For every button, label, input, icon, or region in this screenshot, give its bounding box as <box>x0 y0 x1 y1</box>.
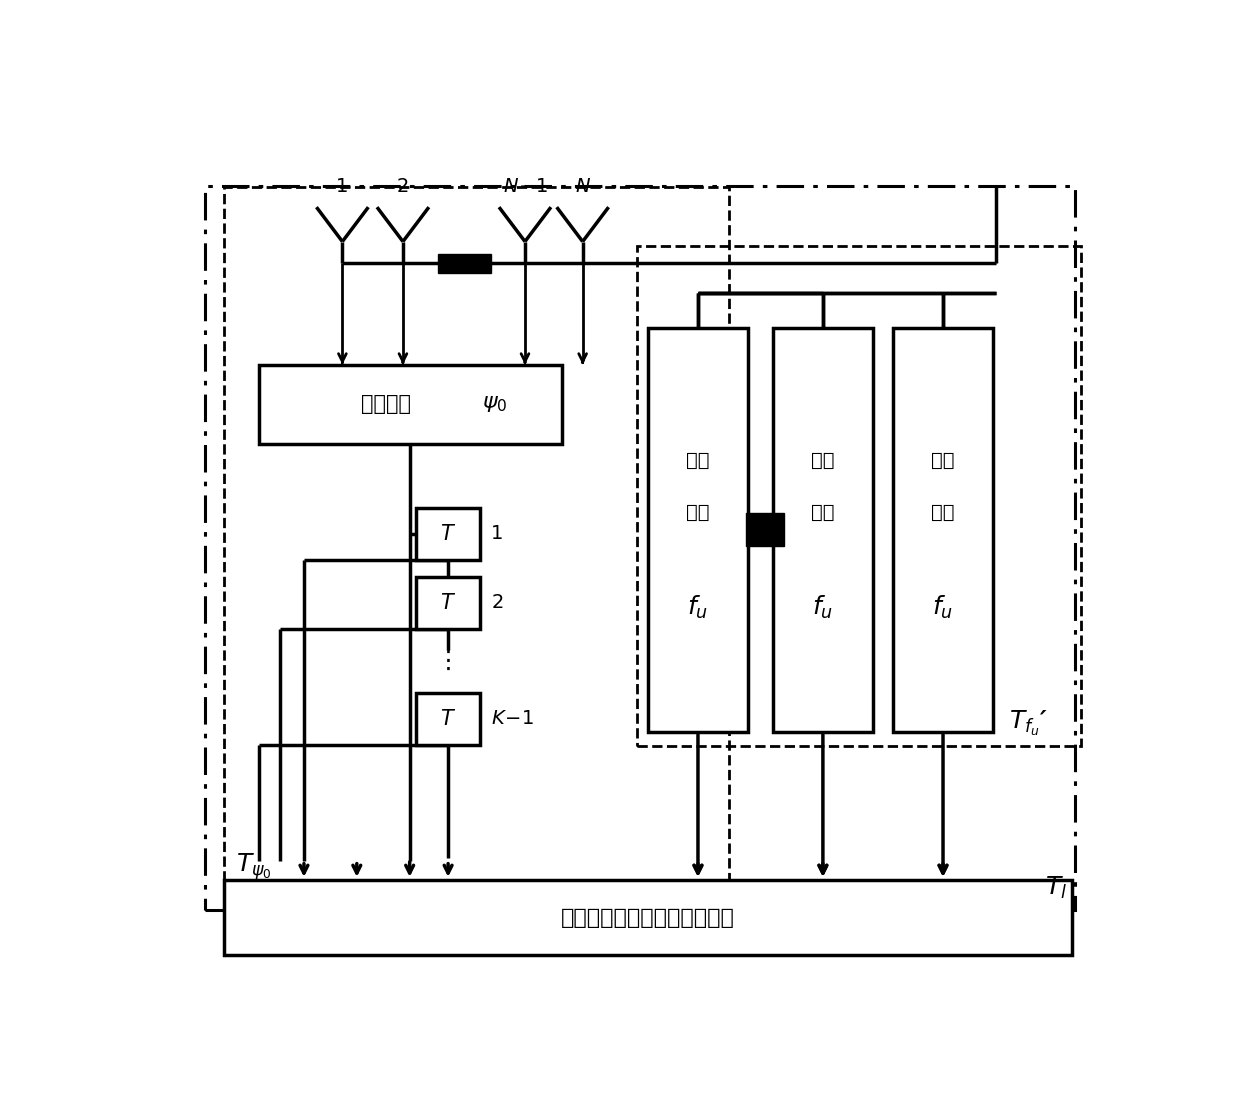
Text: ···: ··· <box>753 519 777 540</box>
Text: 滤波: 滤波 <box>931 503 955 522</box>
Text: $T$: $T$ <box>440 524 456 544</box>
Bar <box>224 880 1071 955</box>
Text: 时域: 时域 <box>931 451 955 470</box>
Text: $T_{f_u}$′: $T_{f_u}$′ <box>1009 708 1048 738</box>
Text: ⋮: ⋮ <box>435 649 460 672</box>
Text: $\boldsymbol{\psi_0}$: $\boldsymbol{\psi_0}$ <box>482 394 507 414</box>
Bar <box>259 364 562 443</box>
Text: $T_{\psi_0}$: $T_{\psi_0}$ <box>236 851 272 882</box>
Bar <box>773 327 873 732</box>
Text: 2: 2 <box>491 593 503 612</box>
Text: 滤波: 滤波 <box>811 503 835 522</box>
Text: $T_l$: $T_l$ <box>1045 875 1066 901</box>
Text: $f_u$: $f_u$ <box>687 593 708 621</box>
Text: $T$: $T$ <box>440 593 456 613</box>
Bar <box>893 327 993 732</box>
Text: $f_u$: $f_u$ <box>812 593 833 621</box>
Text: $N$: $N$ <box>574 176 590 195</box>
Text: $T$: $T$ <box>440 709 456 729</box>
Text: 2: 2 <box>397 176 409 195</box>
Text: 1: 1 <box>491 525 503 544</box>
Bar <box>417 508 480 560</box>
Text: 空时自适应处理（风速估计）: 空时自适应处理（风速估计） <box>560 908 735 927</box>
Bar <box>205 185 1075 910</box>
Bar <box>649 327 748 732</box>
Bar <box>438 254 491 273</box>
Text: 波束形成: 波束形成 <box>361 394 410 414</box>
Bar <box>224 188 729 892</box>
Text: 时域: 时域 <box>811 451 835 470</box>
Text: 滤波: 滤波 <box>686 503 709 522</box>
Text: $N\!-\!1$: $N\!-\!1$ <box>502 176 547 195</box>
Text: $K\!-\!1$: $K\!-\!1$ <box>491 709 534 728</box>
Bar <box>417 577 480 629</box>
Text: 1: 1 <box>336 176 348 195</box>
Text: $f_u$: $f_u$ <box>932 593 954 621</box>
Bar <box>417 693 480 745</box>
Text: 时域: 时域 <box>686 451 709 470</box>
Bar <box>637 246 1081 746</box>
